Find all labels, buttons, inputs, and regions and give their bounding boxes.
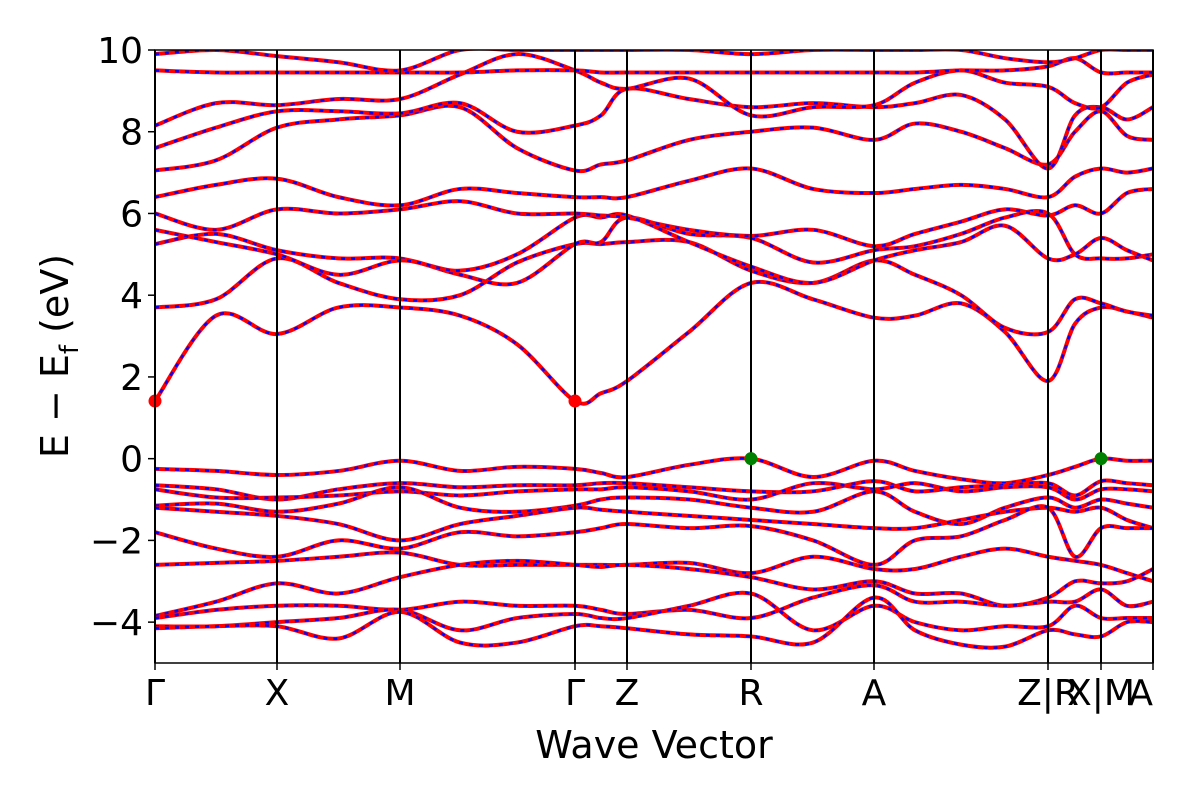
x-tick-label: X|M [1067, 673, 1135, 714]
x-tick-label: A [1128, 673, 1153, 714]
band-edge-marker [568, 394, 582, 408]
band-line-overlay [155, 456, 1153, 485]
band-line [155, 595, 1153, 650]
y-tick-label: −4 [90, 603, 143, 644]
y-label-subscript: f [55, 344, 85, 354]
band-line [155, 505, 1153, 543]
y-tick-label: −2 [90, 521, 143, 562]
band-line-overlay [155, 50, 1153, 73]
x-tick-label: M [384, 673, 415, 714]
x-tick-label: X [265, 673, 290, 714]
x-tick-label: Z [615, 673, 640, 714]
x-tick-label: A [862, 673, 887, 714]
band-line [155, 478, 1153, 502]
band-line-overlay [155, 52, 1153, 127]
band-line-overlay [155, 547, 1153, 583]
x-tick-label: Z|R [1017, 673, 1079, 714]
y-label-part: (eV) [33, 254, 77, 345]
y-tick-label: 10 [97, 31, 143, 72]
band-edge-marker [1094, 452, 1108, 466]
plot-frame [154, 49, 1154, 664]
x-axis-label: Wave Vector [535, 723, 773, 767]
band-line-overlay [155, 481, 1153, 501]
x-tick-label: R [738, 673, 763, 714]
y-tick-label: 2 [120, 358, 143, 399]
x-tick-label: Γ [145, 673, 165, 714]
y-tick-label: 6 [120, 194, 143, 235]
y-tick-label: 0 [120, 440, 143, 481]
band-line-overlay [155, 559, 1153, 618]
band-line-overlay [155, 486, 1153, 526]
band-line-overlay [155, 87, 1153, 170]
y-label-part: E − E [33, 354, 77, 458]
band-edge-marker [744, 452, 758, 466]
x-tick-label: Γ [565, 673, 585, 714]
band-line [155, 279, 1153, 406]
band-line-overlay [155, 584, 1153, 620]
y-tick-label: 8 [120, 113, 143, 154]
band-line [155, 86, 1153, 171]
bands [155, 50, 1153, 650]
band-line-overlay [155, 167, 1153, 207]
band-line-overlay [155, 104, 1153, 173]
band-line-overlay [155, 187, 1153, 248]
y-axis-label: E − Ef (eV) [33, 254, 85, 458]
band-line-overlay [155, 212, 1153, 285]
band-line-overlay [155, 505, 1153, 567]
band-line [155, 590, 1153, 633]
band-line-overlay [155, 591, 1153, 632]
y-tick-label: 4 [120, 276, 143, 317]
band-line-overlay [155, 280, 1153, 405]
